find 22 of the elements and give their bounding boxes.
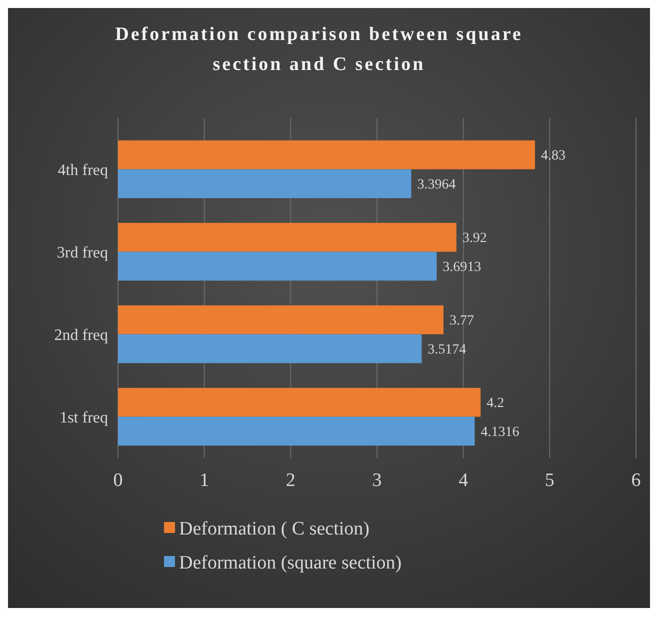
chart-title: Deformation comparison between square section and C section [115, 24, 523, 75]
x-tick-label: 5 [544, 470, 554, 491]
x-tick-label: 4 [458, 470, 469, 491]
x-tick-label: 2 [286, 470, 296, 491]
y-tick-label: 3rd freq [56, 244, 108, 262]
legend-label: Deformation ( C section) [179, 518, 370, 540]
y-tick-label: 4th freq [58, 162, 108, 179]
x-tick-label: 3 [372, 470, 382, 491]
data-label: 4.1316 [480, 425, 520, 440]
data-label: 3.92 [462, 231, 487, 246]
data-label: 3.6913 [442, 260, 482, 276]
data-label: 3.77 [449, 314, 474, 329]
x-tick-label: 6 [631, 470, 641, 491]
x-tick-label: 1 [200, 470, 210, 491]
y-tick-label: 1st freq [60, 409, 108, 426]
x-tick-label: 0 [113, 470, 123, 491]
data-label: 3.5174 [428, 342, 466, 358]
y-tick-label: 2nd freq [54, 326, 108, 344]
data-label: 4.2 [486, 396, 504, 412]
data-label: 3.3964 [417, 178, 456, 193]
data-label: 4.83 [540, 148, 566, 164]
legend-label: Deformation (square section) [179, 552, 402, 574]
